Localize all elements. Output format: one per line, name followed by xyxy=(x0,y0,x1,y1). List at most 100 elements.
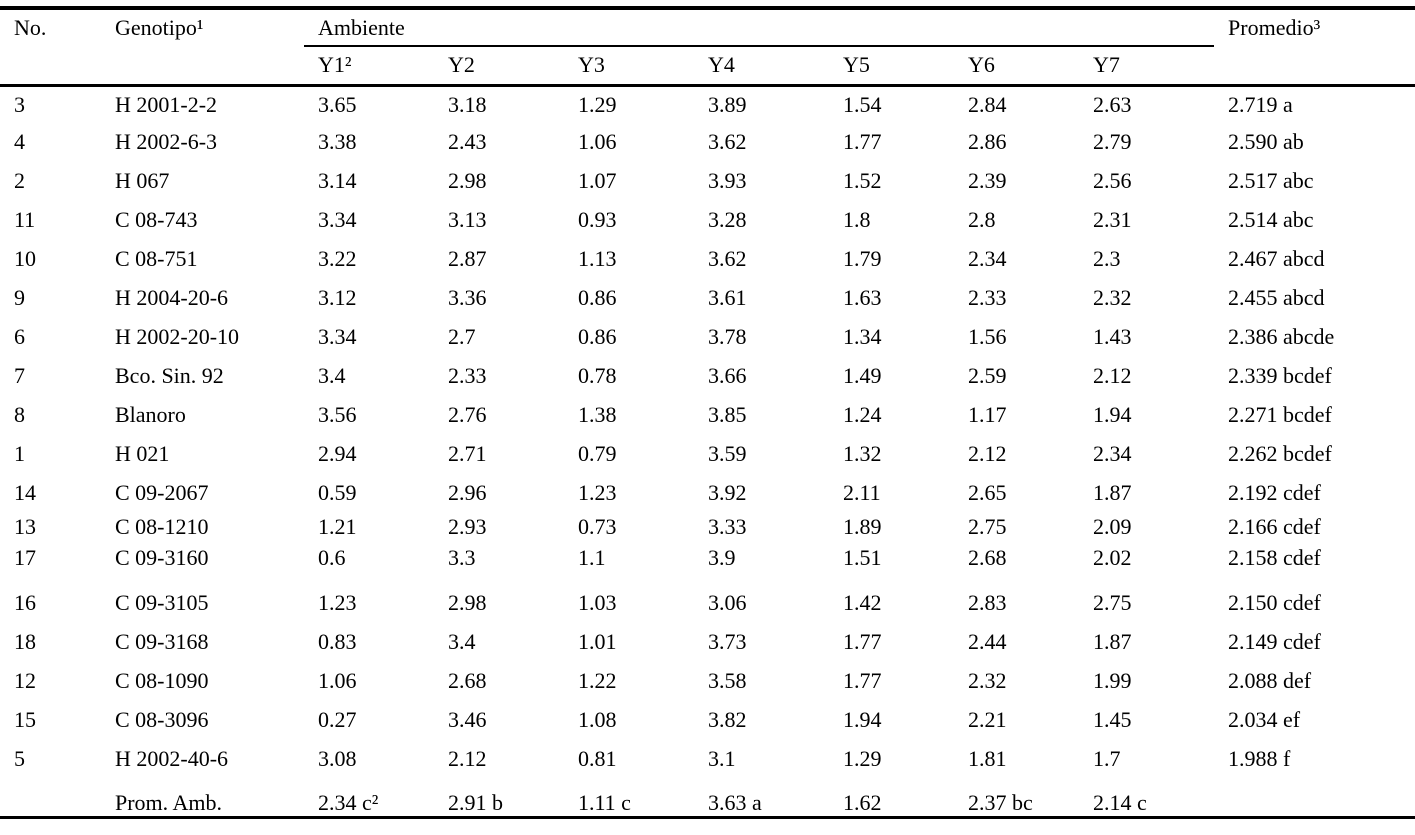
cell-y3: 1.08 xyxy=(578,707,617,732)
cell-y4: 3.62 xyxy=(708,246,747,271)
cell-y1: 3.38 xyxy=(318,129,357,154)
cell-y1: 1.23 xyxy=(318,590,357,615)
cell-y3: 0.73 xyxy=(578,514,617,539)
header-row-environments: Y1² Y2 Y3 Y4 Y5 Y6 Y7 xyxy=(0,46,1415,87)
cell-y6: 2.39 xyxy=(968,168,1007,193)
cell-no: 10 xyxy=(14,246,36,271)
cell-y2: 2.93 xyxy=(448,514,487,539)
cell-y7: 2.12 xyxy=(1093,363,1132,388)
cell-y6: 2.59 xyxy=(968,363,1007,388)
cell-y3: 1.01 xyxy=(578,629,617,654)
cell-promedio: 2.149 cdef xyxy=(1228,629,1321,654)
cell-genotipo: H 2002-40-6 xyxy=(115,746,229,771)
cell-y1: 3.12 xyxy=(318,285,357,310)
cell-y1: 2.94 xyxy=(318,441,357,466)
cell-y4: 3.85 xyxy=(708,402,747,427)
cell-y4: 3.63 a xyxy=(708,790,762,815)
cell-y7: 1.43 xyxy=(1093,324,1132,349)
cell-promedio: 2.262 bcdef xyxy=(1228,441,1332,466)
cell-promedio: 2.339 bcdef xyxy=(1228,363,1332,388)
table-row: 17 C 09-3160 0.6 3.3 1.1 3.9 1.51 2.68 2.02 2.158… xyxy=(0,540,1415,585)
cell-genotipo: C 08-751 xyxy=(115,246,198,271)
cell-promedio xyxy=(1214,785,1415,818)
cell-y6: 1.81 xyxy=(968,746,1007,771)
cell-y2: 2.87 xyxy=(448,246,487,271)
table-row: 5 H 2002-40-6 3.08 2.12 0.81 3.1 1.29 1.81 1.7 1.… xyxy=(0,741,1415,785)
cell-genotipo: Bco. Sin. 92 xyxy=(115,363,224,388)
cell-y2: 2.68 xyxy=(448,668,487,693)
cell-y2: 2.7 xyxy=(448,324,476,349)
header-genotipo: Genotipo¹ xyxy=(101,8,304,87)
cell-y5: 1.89 xyxy=(843,514,882,539)
cell-y4: 3.28 xyxy=(708,207,747,232)
header-no: No. xyxy=(0,8,101,87)
cell-y5: 1.62 xyxy=(843,790,882,815)
cell-y5: 2.11 xyxy=(843,480,881,505)
cell-y5: 1.34 xyxy=(843,324,882,349)
cell-y3: 0.86 xyxy=(578,285,617,310)
cell-y4: 3.73 xyxy=(708,629,747,654)
cell-y2: 2.91 b xyxy=(448,790,503,815)
header-promedio: Promedio³ xyxy=(1214,8,1415,87)
cell-y2: 2.71 xyxy=(448,441,487,466)
cell-y7: 1.87 xyxy=(1093,480,1132,505)
cell-y1: 3.34 xyxy=(318,324,357,349)
cell-y6: 2.65 xyxy=(968,480,1007,505)
header-y4: Y4 xyxy=(694,46,829,87)
cell-y6: 2.21 xyxy=(968,707,1007,732)
cell-y5: 1.77 xyxy=(843,668,882,693)
cell-y3: 1.29 xyxy=(578,91,617,117)
table-row: 12 C 08-1090 1.06 2.68 1.22 3.58 1.77 2.32 1.99 2… xyxy=(0,663,1415,702)
cell-y5: 1.79 xyxy=(843,246,882,271)
header-y3: Y3 xyxy=(564,46,694,87)
cell-no: 9 xyxy=(14,285,25,310)
genotype-environment-table: No. Genotipo¹ Ambiente Promedio³ Y1² Y2 … xyxy=(0,6,1415,819)
cell-y6: 2.44 xyxy=(968,629,1007,654)
cell-promedio: 1.988 f xyxy=(1228,746,1291,771)
cell-no xyxy=(0,785,101,818)
cell-y3: 1.06 xyxy=(578,129,617,154)
cell-y3: 0.78 xyxy=(578,363,617,388)
table-row: 3 H 2001-2-2 3.65 3.18 1.29 3.89 1.54 2.84 2.63 2… xyxy=(0,85,1415,124)
table-row: 1 H 021 2.94 2.71 0.79 3.59 1.32 2.12 2.34 2.262 … xyxy=(0,436,1415,475)
cell-y1: 3.14 xyxy=(318,168,357,193)
cell-no: 6 xyxy=(14,324,25,349)
cell-y2: 3.4 xyxy=(448,629,476,654)
cell-y6: 1.56 xyxy=(968,324,1007,349)
cell-y4: 3.59 xyxy=(708,441,747,466)
cell-y7: 2.3 xyxy=(1093,246,1121,271)
table-row: Prom. Amb. 2.34 c² 2.91 b 1.11 c 3.63 a 1.62 2… xyxy=(0,785,1415,818)
cell-genotipo: H 2004-20-6 xyxy=(115,285,229,310)
cell-y7: 2.34 xyxy=(1093,441,1132,466)
cell-no: 7 xyxy=(14,363,25,388)
cell-promedio: 2.719 a xyxy=(1228,91,1293,117)
cell-y3: 0.81 xyxy=(578,746,617,771)
cell-y3: 1.38 xyxy=(578,402,617,427)
cell-y5: 1.29 xyxy=(843,746,882,771)
cell-promedio: 2.467 abcd xyxy=(1228,246,1325,271)
cell-promedio: 2.192 cdef xyxy=(1228,480,1321,505)
table-row: 18 C 09-3168 0.83 3.4 1.01 3.73 1.77 2.44 1.87 2.… xyxy=(0,624,1415,663)
cell-y7: 2.63 xyxy=(1093,91,1132,117)
cell-genotipo: C 08-1210 xyxy=(115,514,209,539)
table-row: 14 C 09-2067 0.59 2.96 1.23 3.92 2.11 2.65 1.87 2… xyxy=(0,475,1415,509)
cell-no: 16 xyxy=(14,590,36,615)
cell-genotipo: C 08-743 xyxy=(115,207,198,232)
cell-y7: 2.14 c xyxy=(1093,790,1147,815)
cell-y6: 2.33 xyxy=(968,285,1007,310)
cell-y4: 3.78 xyxy=(708,324,747,349)
cell-y5: 1.63 xyxy=(843,285,882,310)
table-row: 4 H 2002-6-3 3.38 2.43 1.06 3.62 1.77 2.86 2.79 2… xyxy=(0,124,1415,163)
cell-y3: 1.1 xyxy=(578,545,606,570)
cell-y2: 2.43 xyxy=(448,129,487,154)
cell-promedio: 2.271 bcdef xyxy=(1228,402,1332,427)
cell-y3: 1.13 xyxy=(578,246,617,271)
cell-promedio: 2.034 ef xyxy=(1228,707,1301,732)
cell-y4: 3.62 xyxy=(708,129,747,154)
cell-genotipo: C 09-2067 xyxy=(115,480,209,505)
cell-y6: 1.17 xyxy=(968,402,1007,427)
cell-y7: 2.32 xyxy=(1093,285,1132,310)
cell-y4: 3.06 xyxy=(708,590,747,615)
cell-y3: 1.03 xyxy=(578,590,617,615)
